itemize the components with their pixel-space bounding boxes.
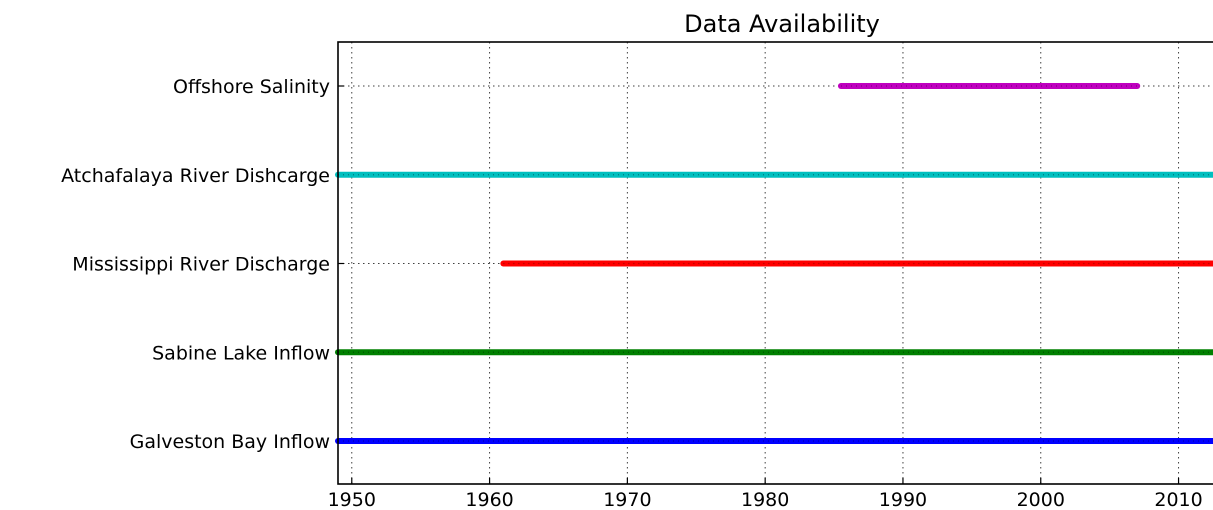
x-tick-label-1950: 1950 [328, 489, 376, 510]
y-tick-label-4: Galveston Bay Inflow [130, 431, 330, 453]
x-tick-labels: 1950 1960 1970 1980 1990 2000 2010 [328, 489, 1203, 510]
y-tick-label-0: Offshore Salinity [173, 76, 330, 98]
y-tick-label-3: Sabine Lake Inflow [152, 342, 330, 364]
plot-frame [337, 41, 1213, 485]
x-tick-label-1990: 1990 [879, 489, 927, 510]
y-tick-label-1: Atchafalaya River Dishcarge [61, 165, 330, 187]
series-bars [335, 83, 1213, 444]
y-tick-label-2: Mississippi River Discharge [72, 254, 330, 276]
chart-title: Data Availability [684, 10, 880, 38]
x-tick-label-2010: 2010 [1154, 489, 1202, 510]
y-tick-labels: Offshore Salinity Atchafalaya River Dishc… [61, 76, 330, 453]
x-tick-label-1970: 1970 [603, 489, 651, 510]
x-tick-label-2000: 2000 [1017, 489, 1065, 510]
x-tick-label-1960: 1960 [465, 489, 513, 510]
x-tick-label-1980: 1980 [741, 489, 789, 510]
